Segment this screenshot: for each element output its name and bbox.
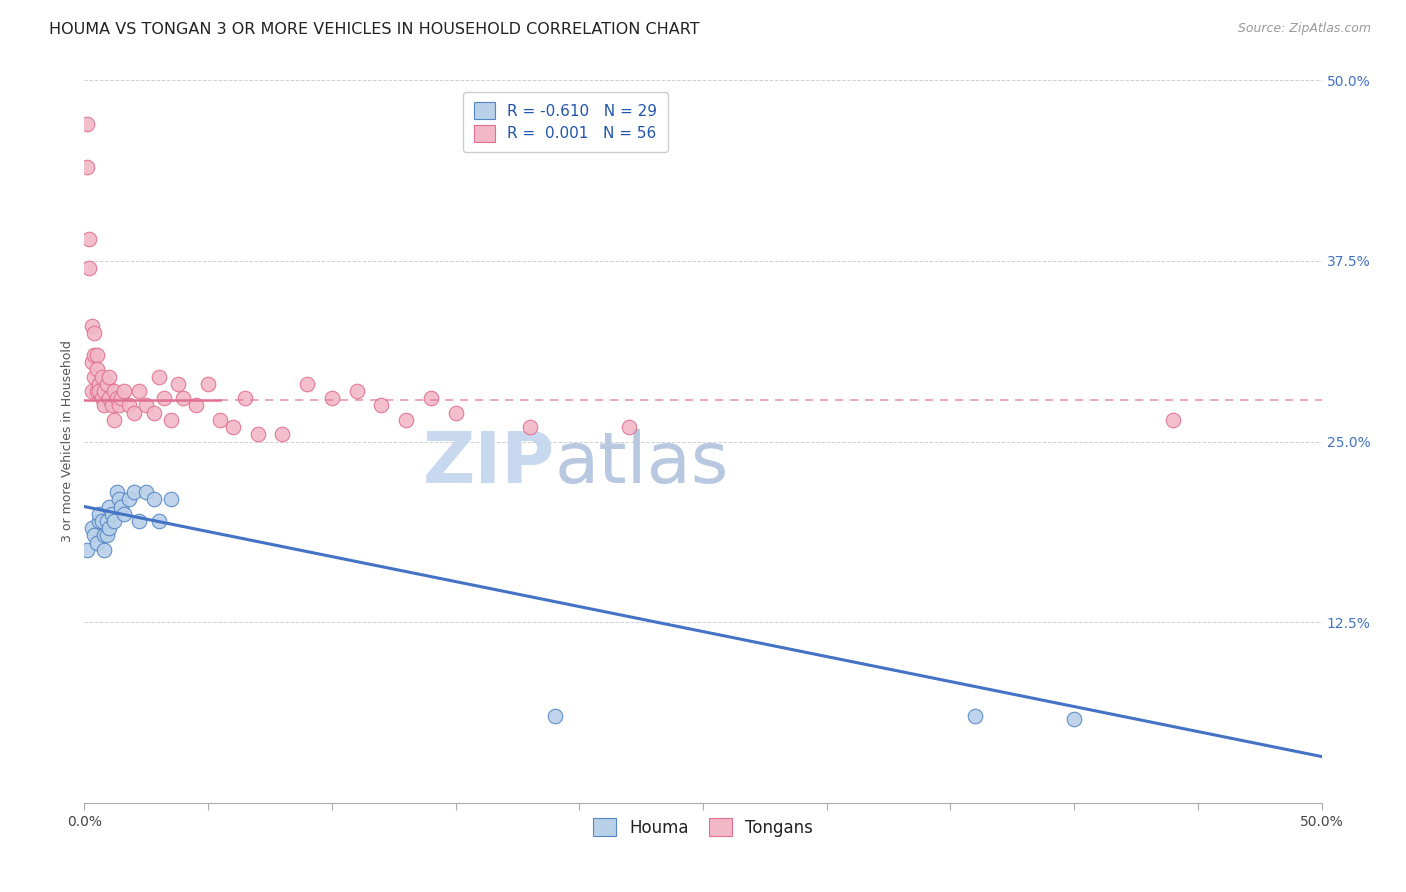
Point [152, 391, 174, 405]
Point [103, 384, 125, 398]
Point [135, 398, 157, 412]
Point [103, 413, 125, 427]
Point [122, 406, 145, 420]
Point [142, 492, 165, 507]
Point [96, 376, 118, 391]
Point [86, 384, 108, 398]
Text: ZIP: ZIP [422, 429, 554, 498]
Point [118, 398, 141, 412]
Point [184, 398, 207, 412]
Point [100, 507, 122, 521]
Point [100, 398, 122, 412]
Point [89, 376, 111, 391]
Point [128, 384, 150, 398]
Point [83, 528, 105, 542]
Point [93, 398, 115, 412]
Point [346, 384, 368, 398]
Point [86, 535, 108, 549]
Point [444, 406, 467, 420]
Point [543, 709, 565, 723]
Point [96, 514, 118, 528]
Point [80, 318, 103, 333]
Point [172, 391, 194, 405]
Text: atlas: atlas [554, 429, 728, 498]
Point [83, 348, 105, 362]
Point [419, 391, 441, 405]
Point [105, 391, 128, 405]
Point [98, 391, 121, 405]
Point [519, 420, 541, 434]
Point [167, 376, 190, 391]
Point [965, 709, 987, 723]
Point [122, 485, 145, 500]
Point [90, 369, 112, 384]
Point [1161, 413, 1184, 427]
Point [160, 492, 183, 507]
Point [76, 160, 98, 174]
Point [80, 521, 103, 535]
Point [98, 521, 121, 535]
Point [112, 384, 135, 398]
Point [98, 369, 121, 384]
Point [110, 500, 132, 514]
Point [148, 514, 170, 528]
Point [93, 542, 115, 557]
Point [90, 391, 112, 405]
Point [89, 384, 111, 398]
Point [80, 355, 103, 369]
Point [86, 348, 108, 362]
Point [105, 485, 128, 500]
Point [86, 362, 108, 376]
Point [108, 398, 131, 412]
Point [160, 413, 183, 427]
Point [110, 391, 132, 405]
Point [112, 507, 135, 521]
Point [233, 391, 256, 405]
Point [89, 514, 111, 528]
Text: Source: ZipAtlas.com: Source: ZipAtlas.com [1237, 22, 1371, 36]
Point [93, 384, 115, 398]
Point [128, 514, 150, 528]
Point [246, 427, 269, 442]
Point [108, 492, 131, 507]
Point [83, 369, 105, 384]
Point [76, 117, 98, 131]
Point [135, 485, 157, 500]
Point [79, 232, 101, 246]
Point [89, 507, 111, 521]
Point [295, 376, 318, 391]
Point [271, 427, 294, 442]
Point [96, 528, 118, 542]
Point [209, 413, 232, 427]
Point [103, 514, 125, 528]
Point [118, 492, 141, 507]
Point [93, 528, 115, 542]
Legend: Houma, Tongans: Houma, Tongans [585, 810, 821, 845]
Point [98, 500, 121, 514]
Point [395, 413, 418, 427]
Point [617, 420, 640, 434]
Point [79, 261, 101, 276]
Point [197, 376, 219, 391]
Point [83, 326, 105, 340]
Point [222, 420, 245, 434]
Point [90, 514, 112, 528]
Y-axis label: 3 or more Vehicles in Household: 3 or more Vehicles in Household [60, 341, 75, 542]
Point [1063, 712, 1085, 726]
Point [142, 406, 165, 420]
Point [148, 369, 170, 384]
Point [370, 398, 392, 412]
Point [80, 384, 103, 398]
Point [76, 542, 98, 557]
Text: HOUMA VS TONGAN 3 OR MORE VEHICLES IN HOUSEHOLD CORRELATION CHART: HOUMA VS TONGAN 3 OR MORE VEHICLES IN HO… [49, 22, 700, 37]
Point [321, 391, 343, 405]
